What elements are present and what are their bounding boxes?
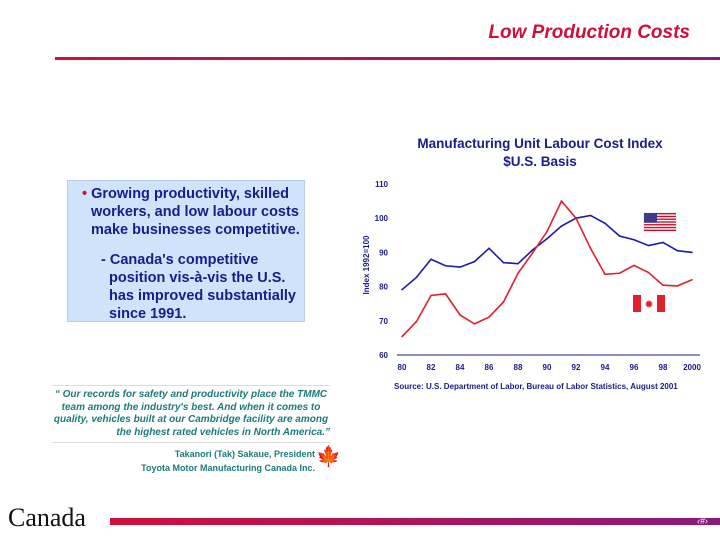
bullet-box: • Growing productivity, skilled workers,… — [67, 180, 305, 322]
y-tick-label: 70 — [379, 317, 388, 326]
data-point — [546, 237, 548, 240]
data-point — [444, 292, 447, 295]
chart-title: Manufacturing Unit Labour Cost Index $U.S… — [395, 135, 685, 171]
data-point — [488, 316, 490, 318]
data-point — [676, 249, 679, 252]
x-tick-label: 2000 — [683, 363, 701, 372]
data-point — [459, 266, 461, 268]
data-point — [459, 314, 461, 316]
data-point — [618, 235, 621, 237]
data-point — [517, 272, 519, 275]
y-tick-label: 100 — [375, 214, 389, 223]
data-point — [430, 258, 432, 261]
data-point — [691, 251, 693, 254]
us-flag-stripe — [644, 226, 676, 229]
data-point — [473, 260, 476, 263]
attribution: Takanori (Tak) Sakaue, President Toyota M… — [141, 447, 315, 475]
canada-flag-band — [657, 295, 665, 312]
y-tick-label: 90 — [379, 248, 388, 257]
x-tick-label: 94 — [601, 363, 610, 372]
data-point — [444, 264, 447, 267]
page-title: Low Production Costs — [488, 22, 690, 43]
quote-company: Toyota Motor Manufacturing Canada Inc. — [141, 463, 315, 473]
us-flag-canton — [644, 213, 657, 223]
data-point — [575, 217, 577, 219]
data-point — [531, 252, 534, 254]
bullet-main: • Growing productivity, skilled workers,… — [82, 185, 306, 239]
data-point — [604, 222, 606, 225]
bullet-main-text: Growing productivity, skilled workers, a… — [91, 186, 300, 238]
us-flag-stripe — [644, 218, 676, 220]
chart-title-text: Manufacturing Unit Labour Cost Index — [417, 136, 663, 151]
maple-leaf-icon: 🍁 — [316, 446, 341, 468]
data-point — [604, 273, 606, 276]
canada-wordmark: Canada — [8, 503, 86, 532]
x-tick-label: 96 — [630, 363, 639, 372]
data-point — [502, 261, 505, 264]
data-point — [415, 276, 418, 279]
data-point — [401, 335, 403, 338]
y-tick-label: 110 — [375, 180, 388, 189]
quote-text-end: the highest rated vehicles in North Amer… — [116, 426, 330, 438]
x-tick-label: 84 — [456, 363, 465, 372]
quote-author: Takanori (Tak) Sakaue, President — [174, 449, 315, 459]
us-flag-stripe — [644, 224, 676, 226]
bullet-sub: - Canada's competitive position vis-à-vi… — [101, 252, 296, 322]
chart-source: Source: U.S. Department of Labor, Bureau… — [394, 382, 678, 391]
data-point — [662, 241, 664, 244]
data-point — [676, 285, 679, 287]
bullet-sub-text: Canada's competitive position vis-à-vis … — [109, 252, 296, 322]
x-tick-label: 98 — [659, 363, 668, 372]
y-tick-label: 80 — [379, 283, 388, 292]
us-flag-stripe — [644, 229, 676, 231]
data-point — [691, 278, 693, 281]
us-flag-stripe — [644, 213, 676, 215]
x-tick-label: 86 — [485, 363, 494, 372]
data-point — [531, 249, 534, 251]
quote: “ Our records for safety and productivit… — [52, 385, 330, 443]
page-number: ‹#› — [697, 516, 708, 526]
x-tick-label: 82 — [427, 363, 436, 372]
data-point — [647, 244, 650, 247]
data-point — [502, 301, 505, 303]
data-point — [430, 294, 432, 297]
x-tick-label: 90 — [543, 363, 552, 372]
canada-flag-band — [633, 295, 641, 312]
us-flag-stripe — [644, 215, 676, 218]
footer-bar — [110, 518, 720, 525]
y-tick-label: 60 — [379, 351, 388, 360]
quote-text: “ Our records for safety and productivit… — [53, 389, 329, 425]
data-point — [589, 214, 592, 217]
x-tick-label: 92 — [572, 363, 581, 372]
y-axis-label: Index 1992=100 — [362, 235, 371, 294]
data-point — [517, 262, 519, 265]
data-point — [546, 230, 548, 233]
us-flag-stripe — [644, 221, 676, 223]
data-point — [401, 288, 403, 291]
data-point — [633, 264, 635, 267]
chart-subtitle: $U.S. Basis — [503, 154, 577, 169]
title-divider — [55, 57, 720, 60]
data-point — [589, 247, 592, 250]
data-point — [633, 238, 635, 241]
data-point — [560, 225, 563, 227]
data-point — [488, 247, 490, 250]
data-point — [662, 284, 664, 287]
maple-leaf-icon: ✹ — [644, 299, 653, 311]
data-point — [560, 200, 563, 202]
data-point — [473, 323, 476, 325]
data-point — [647, 271, 650, 274]
x-tick-label: 88 — [514, 363, 523, 372]
data-point — [415, 320, 418, 323]
data-point — [618, 272, 621, 275]
x-tick-label: 80 — [398, 363, 407, 372]
bullet-dot-icon: • — [82, 186, 92, 202]
